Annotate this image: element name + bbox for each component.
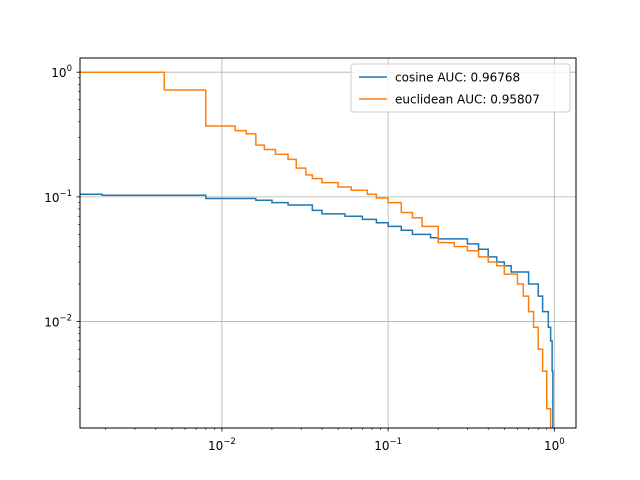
x-tick-label-exp: −1 bbox=[390, 437, 403, 447]
y-tick-label-exp: 0 bbox=[67, 64, 72, 74]
x-tick-label: 100 bbox=[544, 437, 565, 453]
legend-box bbox=[350, 63, 571, 113]
legend: cosine AUC: 0.96768 euclidean AUC: 0.9580… bbox=[350, 63, 571, 113]
y-tick-label-base: 10 bbox=[44, 316, 59, 330]
y-tick-label: 10−1 bbox=[44, 189, 72, 205]
series-line-1 bbox=[80, 71, 552, 428]
series-layer bbox=[80, 71, 554, 428]
x-tick-label-base: 10 bbox=[374, 439, 389, 453]
x-tick-label-base: 10 bbox=[208, 439, 223, 453]
legend-label-1: euclidean AUC: 0.95807 bbox=[395, 93, 540, 107]
plot-background bbox=[80, 58, 576, 428]
x-tick-label: 10−1 bbox=[374, 437, 402, 453]
y-tick-label-base: 10 bbox=[44, 191, 59, 205]
x-tick-label-base: 10 bbox=[544, 439, 559, 453]
series-line-0 bbox=[80, 193, 554, 428]
y-tick-label-exp: −2 bbox=[59, 314, 72, 324]
y-tick-label: 100 bbox=[51, 64, 72, 80]
y-tick-label-exp: −1 bbox=[59, 189, 72, 199]
legend-label-0: cosine AUC: 0.96768 bbox=[395, 71, 520, 85]
x-tick-label: 10−2 bbox=[208, 437, 236, 453]
plot-frame bbox=[79, 57, 577, 429]
x-tick-label-exp: 0 bbox=[559, 437, 564, 447]
y-tick-label-base: 10 bbox=[51, 66, 66, 80]
y-tick-label: 10−2 bbox=[44, 314, 72, 330]
x-tick-label-exp: −2 bbox=[223, 437, 236, 447]
